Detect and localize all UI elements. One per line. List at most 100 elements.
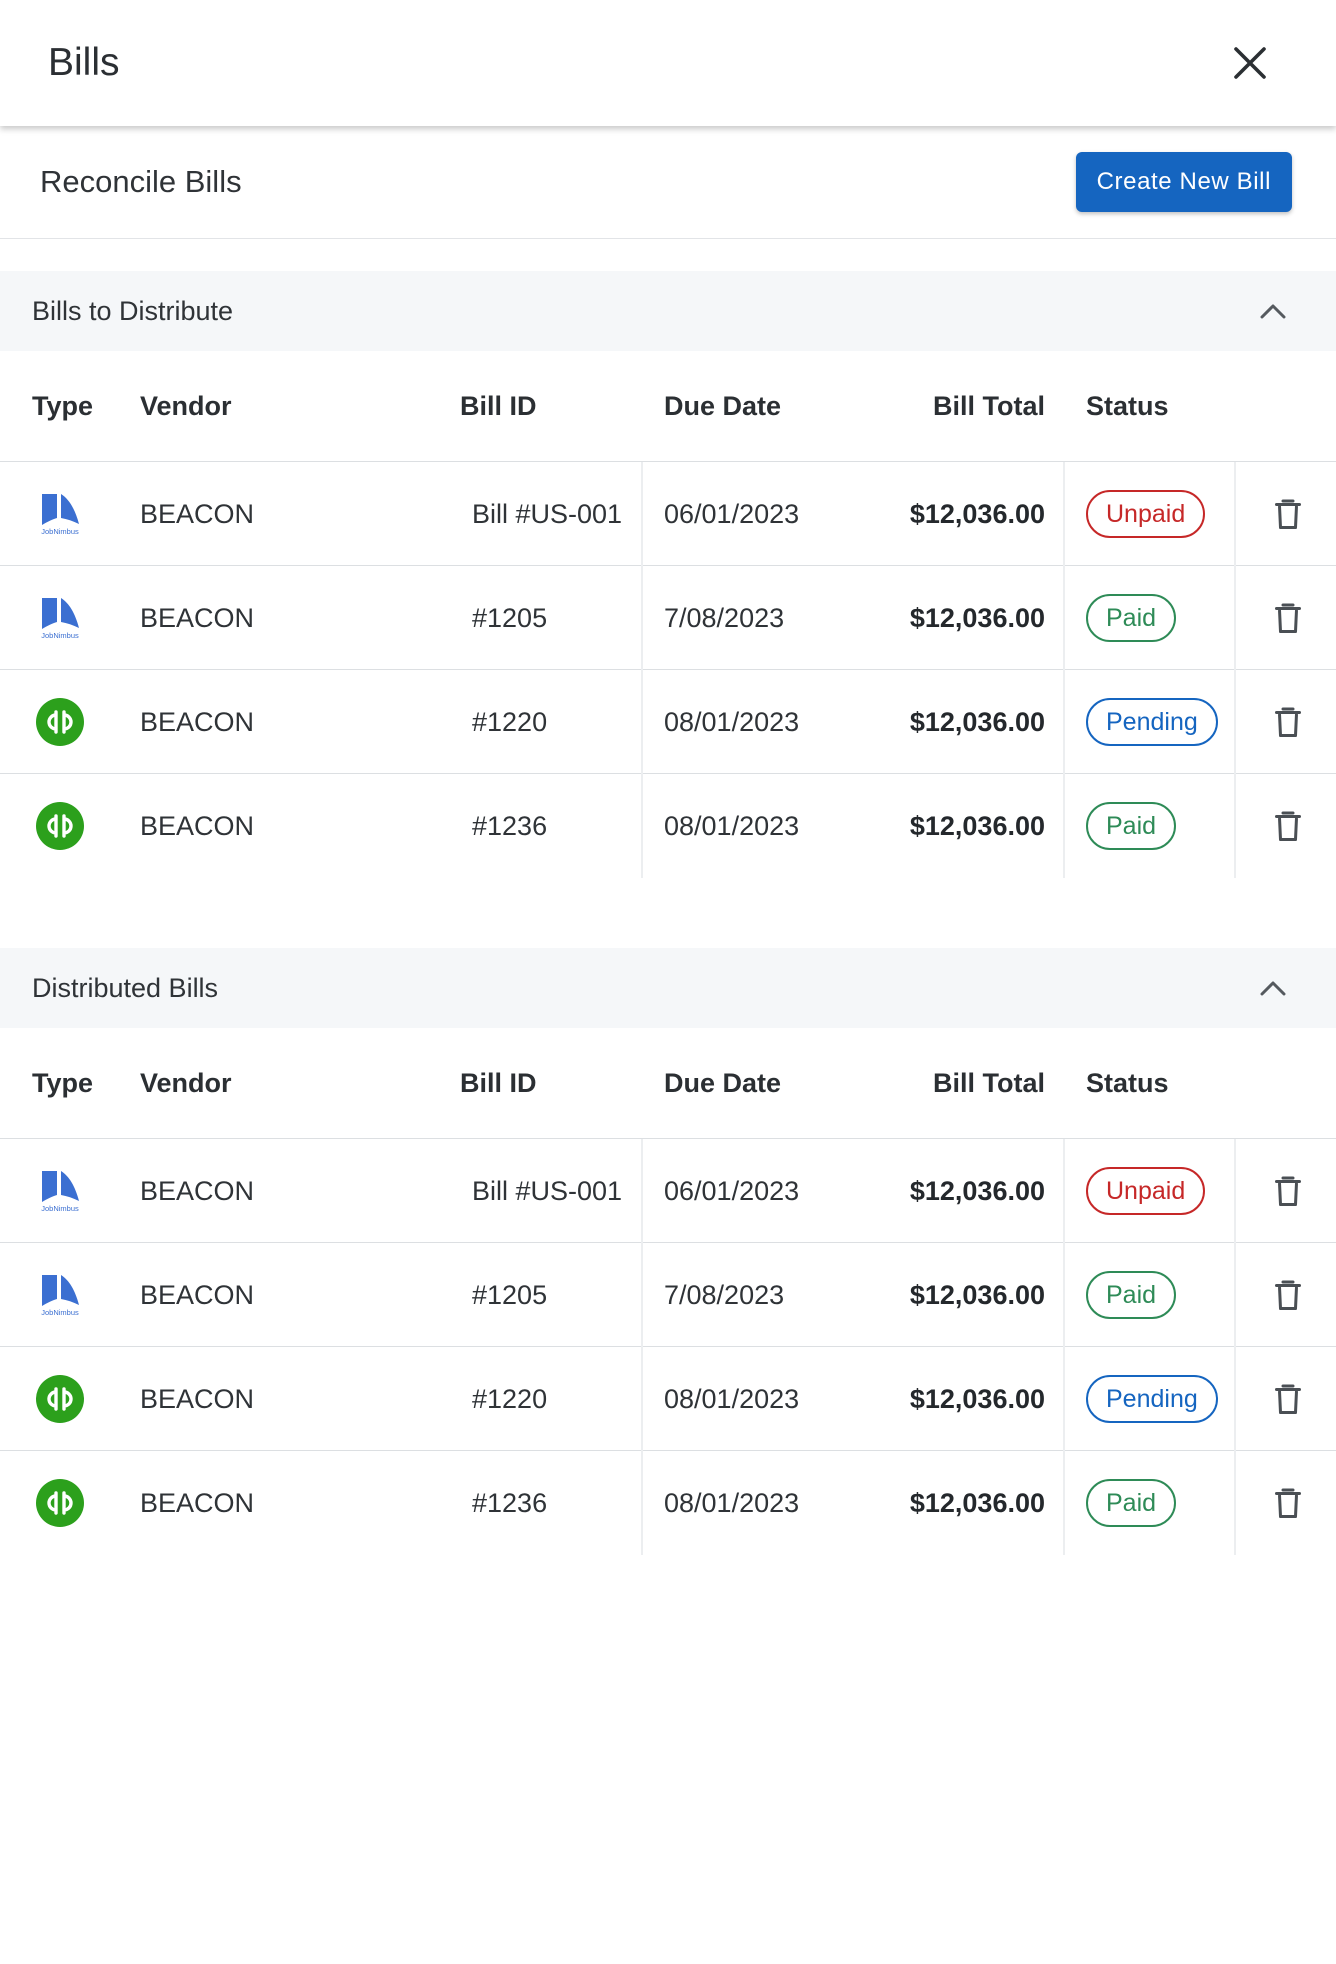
bill-total-cell: $12,036.00: [909, 498, 1045, 529]
status-badge: Pending: [1086, 1375, 1218, 1423]
status-cell: Unpaid: [1086, 462, 1206, 566]
status-cell: Paid: [1086, 1243, 1177, 1347]
collapse-button[interactable]: [1250, 288, 1296, 334]
section-header[interactable]: Distributed Bills: [0, 948, 1336, 1028]
table-row[interactable]: BEACON #1236 08/01/2023 $12,036.00 Paid: [0, 774, 1336, 878]
column-header-status[interactable]: Status: [1086, 391, 1169, 421]
due-date-cell: 08/01/2023: [664, 706, 800, 737]
bill-total-cell: $12,036.00: [909, 1383, 1045, 1414]
chevron-up-icon: [1260, 304, 1286, 319]
delete-bill-button[interactable]: [1266, 1451, 1310, 1555]
column-divider: [641, 1243, 643, 1347]
bill-id-cell: #1236: [472, 810, 548, 841]
vendor-cell: BEACON: [140, 706, 255, 737]
status-cell: Pending: [1086, 670, 1218, 774]
trash-icon: [1275, 1488, 1301, 1518]
table-row[interactable]: JobNimbus BEACON #1205 7/08/2023 $12,036…: [0, 566, 1336, 670]
column-divider: [1063, 462, 1065, 566]
jobnimbus-logo-icon: JobNimbus: [41, 598, 79, 640]
table-row[interactable]: JobNimbus BEACON #1205 7/08/2023 $12,036…: [0, 1243, 1336, 1347]
bill-total-cell: $12,036.00: [909, 810, 1045, 841]
column-divider: [1234, 1451, 1236, 1555]
column-header-type: Type: [32, 1068, 94, 1098]
table-header: Type Vendor Bill ID Due Date Bill Total …: [0, 1028, 1336, 1139]
trash-icon: [1275, 499, 1301, 529]
type-cell: [34, 1451, 86, 1555]
column-header-status[interactable]: Status: [1086, 1068, 1169, 1098]
table-body: JobNimbus BEACON Bill #US-001 06/01/2023…: [0, 462, 1336, 878]
status-badge: Paid: [1086, 594, 1177, 642]
trash-icon: [1275, 1280, 1301, 1310]
table-row[interactable]: JobNimbus BEACON Bill #US-001 06/01/2023…: [0, 462, 1336, 566]
delete-bill-button[interactable]: [1266, 1243, 1310, 1347]
column-header-bill-total[interactable]: Bill Total: [933, 1068, 1045, 1098]
table-row[interactable]: BEACON #1220 08/01/2023 $12,036.00 Pendi…: [0, 1347, 1336, 1451]
vendor-cell: BEACON: [140, 1175, 255, 1206]
delete-bill-button[interactable]: [1266, 566, 1310, 670]
column-divider: [641, 1451, 643, 1555]
vendor-cell: BEACON: [140, 1383, 255, 1414]
column-divider: [1234, 462, 1236, 566]
status-badge: Unpaid: [1086, 490, 1206, 538]
column-divider: [1063, 566, 1065, 670]
vendor-cell: BEACON: [140, 810, 255, 841]
delete-bill-button[interactable]: [1266, 1347, 1310, 1451]
type-cell: JobNimbus: [34, 462, 86, 566]
trash-icon: [1275, 603, 1301, 633]
column-divider: [1063, 1347, 1065, 1451]
due-date-cell: 08/01/2023: [664, 810, 800, 841]
vendor-cell: BEACON: [140, 1487, 255, 1518]
vendor-cell: BEACON: [140, 602, 255, 633]
bill-total-cell: $12,036.00: [909, 1279, 1045, 1310]
svg-text:JobNimbus: JobNimbus: [41, 1204, 79, 1213]
column-divider: [641, 670, 643, 774]
column-header-due-date[interactable]: Due Date: [664, 1068, 782, 1098]
column-divider: [1063, 670, 1065, 774]
svg-text:JobNimbus: JobNimbus: [41, 527, 79, 536]
status-cell: Unpaid: [1086, 1139, 1206, 1243]
table-row[interactable]: BEACON #1220 08/01/2023 $12,036.00 Pendi…: [0, 670, 1336, 774]
due-date-cell: 06/01/2023: [664, 1175, 800, 1206]
column-header-vendor[interactable]: Vendor: [140, 1068, 232, 1098]
vendor-cell: BEACON: [140, 498, 255, 529]
toolbar: Reconcile Bills Create New Bill: [0, 126, 1336, 239]
status-badge: Paid: [1086, 802, 1177, 850]
column-header-type: Type: [32, 391, 94, 421]
bill-id-cell: #1236: [472, 1487, 548, 1518]
create-new-bill-button[interactable]: Create New Bill: [1075, 152, 1292, 212]
column-header-bill-total[interactable]: Bill Total: [933, 391, 1045, 421]
table-row[interactable]: BEACON #1236 08/01/2023 $12,036.00 Paid: [0, 1451, 1336, 1555]
bill-id-cell: Bill #US-001: [472, 498, 623, 529]
column-divider: [641, 774, 643, 878]
bill-id-cell: #1205: [472, 1279, 548, 1310]
column-divider: [1234, 566, 1236, 670]
column-divider: [641, 462, 643, 566]
modal-title: Bills: [48, 41, 120, 84]
status-badge: Pending: [1086, 698, 1218, 746]
column-divider: [1234, 1243, 1236, 1347]
bill-total-cell: $12,036.00: [909, 1175, 1045, 1206]
due-date-cell: 08/01/2023: [664, 1487, 800, 1518]
delete-bill-button[interactable]: [1266, 670, 1310, 774]
column-header-bill-id[interactable]: Bill ID: [460, 391, 537, 421]
trash-icon: [1275, 1176, 1301, 1206]
collapse-button[interactable]: [1250, 965, 1296, 1011]
close-icon: [1234, 47, 1266, 79]
delete-bill-button[interactable]: [1266, 774, 1310, 878]
column-header-due-date[interactable]: Due Date: [664, 391, 782, 421]
column-header-vendor[interactable]: Vendor: [140, 391, 232, 421]
type-cell: [34, 774, 86, 878]
table-header: Type Vendor Bill ID Due Date Bill Total …: [0, 351, 1336, 462]
close-button[interactable]: [1220, 33, 1280, 93]
bill-id-cell: #1205: [472, 602, 548, 633]
trash-icon: [1275, 707, 1301, 737]
section-header[interactable]: Bills to Distribute: [0, 271, 1336, 351]
delete-bill-button[interactable]: [1266, 462, 1310, 566]
toolbar-title: Reconcile Bills: [40, 164, 242, 199]
delete-bill-button[interactable]: [1266, 1139, 1310, 1243]
column-header-bill-id[interactable]: Bill ID: [460, 1068, 537, 1098]
table-row[interactable]: JobNimbus BEACON Bill #US-001 06/01/2023…: [0, 1139, 1336, 1243]
status-cell: Paid: [1086, 774, 1177, 878]
section-title: Distributed Bills: [32, 972, 219, 1003]
bill-id-cell: Bill #US-001: [472, 1175, 623, 1206]
